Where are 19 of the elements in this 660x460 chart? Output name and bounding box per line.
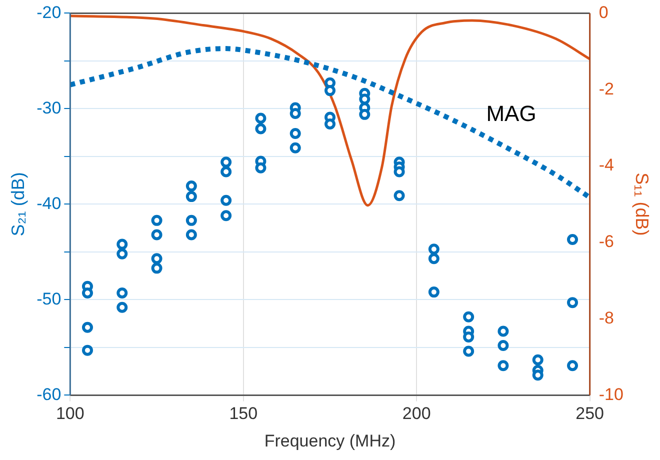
y2-tick-label: -2 [598, 79, 614, 98]
y-tick-label: -30 [36, 98, 62, 118]
x-tick-label: 200 [402, 404, 431, 424]
y2-tick-label: 0 [598, 2, 608, 22]
x-tick-label: 100 [56, 404, 84, 424]
y-tick-label: -20 [36, 2, 62, 22]
y-tick-label: -60 [36, 384, 62, 404]
y2-axis-title: S₁₁ (dB) [632, 172, 652, 236]
x-tick-label: 150 [229, 404, 258, 424]
x-axis-title: Frequency (MHz) [264, 431, 396, 450]
y-tick-label: -40 [36, 194, 62, 213]
x-tick-label: 250 [576, 404, 604, 424]
y2-tick-label: -4 [598, 156, 614, 175]
y2-tick-label: -6 [598, 232, 614, 252]
y2-tick-label: -8 [598, 308, 614, 328]
y-tick-label: -50 [36, 289, 62, 308]
y2-tick-label: -10 [598, 384, 624, 404]
series-label: MAG [486, 100, 536, 126]
y-axis-title: S₂₁ (dB) [8, 172, 28, 236]
